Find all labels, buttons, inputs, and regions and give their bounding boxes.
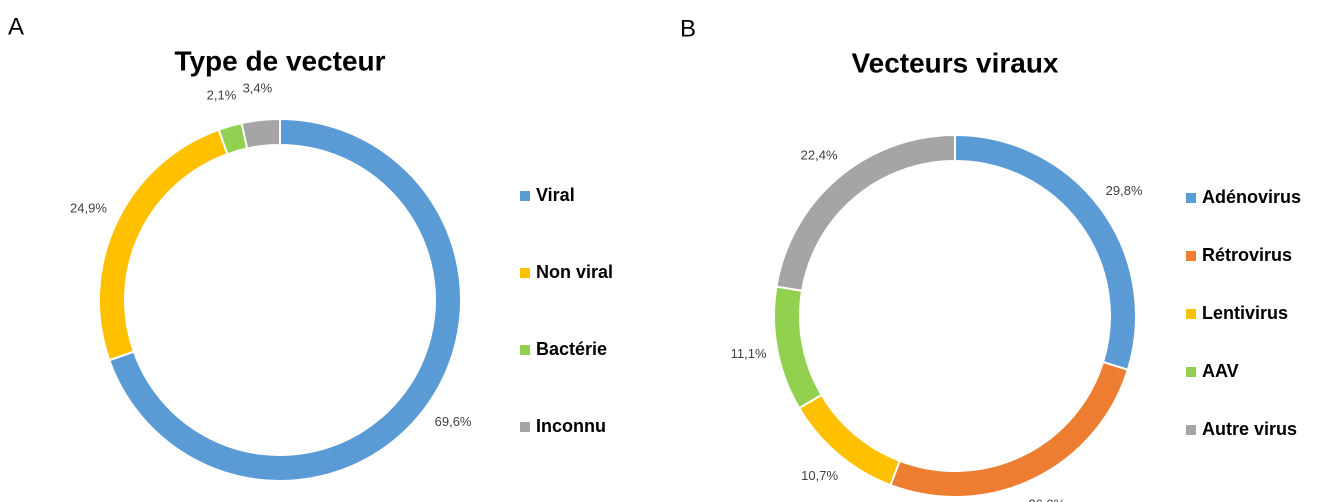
- legend-label: Non viral: [536, 262, 613, 282]
- panel-label: A: [8, 13, 24, 40]
- legend-swatch: [520, 422, 530, 432]
- legend-swatch: [1186, 367, 1196, 377]
- data-label: 10,7%: [801, 468, 838, 483]
- legend-label: Bactérie: [536, 339, 607, 359]
- slice: [954, 133, 1137, 372]
- legend-swatch: [1186, 309, 1196, 319]
- data-label: 26.0%: [1028, 496, 1065, 502]
- legend-label: Autre virus: [1202, 419, 1297, 439]
- legend-swatch: [1186, 425, 1196, 435]
- slice: [775, 133, 956, 292]
- legend-label: AAV: [1202, 361, 1239, 381]
- data-label: 69,6%: [435, 414, 472, 429]
- legend-swatch: [520, 191, 530, 201]
- chart-title: Type de vecteur: [174, 45, 385, 76]
- legend-label: Lentivirus: [1202, 303, 1288, 323]
- chart-title: Vecteurs viraux: [851, 47, 1058, 78]
- legend-label: Inconnu: [536, 416, 606, 436]
- data-label: 29,8%: [1106, 183, 1143, 198]
- slice: [889, 360, 1130, 498]
- data-label: 11,1%: [731, 346, 767, 361]
- legend-swatch: [1186, 193, 1196, 203]
- legend-label: Viral: [536, 185, 575, 205]
- data-label: 24,9%: [70, 201, 107, 216]
- legend-swatch: [1186, 251, 1196, 261]
- slice: [98, 128, 229, 362]
- data-label: 22,4%: [801, 147, 838, 162]
- slice: [773, 285, 823, 410]
- data-label: 3,4%: [243, 81, 273, 96]
- slice: [108, 117, 462, 482]
- legend-swatch: [520, 345, 530, 355]
- legend-label: Rétrovirus: [1202, 245, 1292, 265]
- legend-swatch: [520, 268, 530, 278]
- legend-label: Adénovirus: [1202, 187, 1301, 207]
- slice: [240, 117, 281, 150]
- data-label: 2,1%: [207, 88, 237, 103]
- panel-label: B: [680, 15, 696, 42]
